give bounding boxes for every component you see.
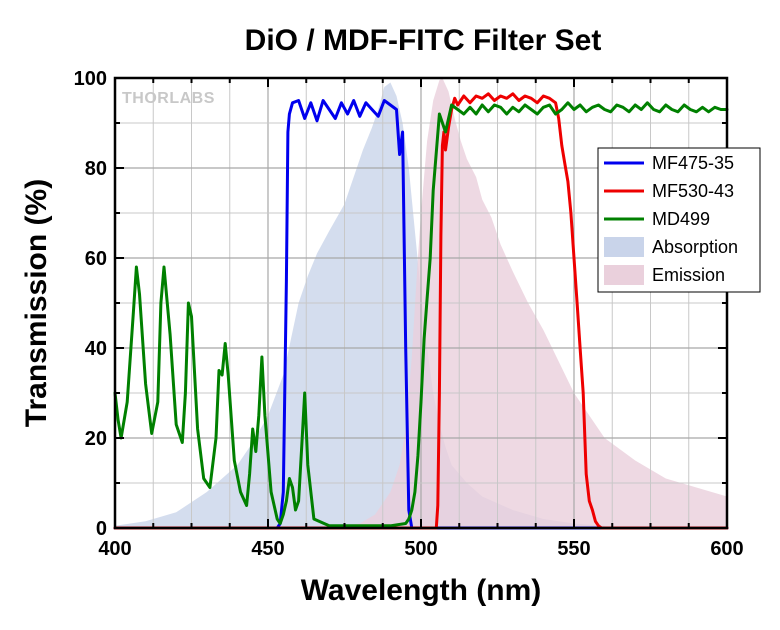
x-tick-label: 400 [98,538,131,560]
y-tick-labels: 0 20 40 60 80 100 [74,68,107,540]
legend-label-mf530-43: MF530-43 [652,181,734,201]
chart-title: DiO / MDF-FITC Filter Set [245,24,602,57]
y-tick-label: 0 [96,518,107,540]
legend-swatch-emission [604,265,644,285]
y-tick-label: 60 [85,248,107,270]
y-tick-label: 40 [85,338,107,360]
absorption-area [115,82,605,528]
x-tick-label: 600 [710,538,743,560]
x-tick-label: 550 [557,538,590,560]
x-tick-labels: 400 450 500 550 600 [98,538,743,560]
y-axis-label: Transmission (%) [20,179,53,427]
md499-line [113,101,729,528]
legend-label-absorption: Absorption [652,237,738,257]
legend-swatch-absorption [604,237,644,257]
legend: MF475-35 MF530-43 MD499 Absorption Emission [597,147,761,293]
x-tick-label: 500 [404,538,437,560]
line-layer [113,92,729,530]
y-tick-label: 100 [74,68,107,90]
grid-lines [115,78,727,528]
legend-label-mf475-35: MF475-35 [652,153,734,173]
y-tick-label: 20 [85,428,107,450]
plot-area: THORLABS [113,76,729,530]
x-axis-label: Wavelength (nm) [301,574,542,607]
y-tick-label: 80 [85,158,107,180]
thorlabs-watermark: THORLABS [122,90,215,107]
mf530-43-line [113,92,729,530]
legend-label-md499: MD499 [652,209,710,229]
legend-label-emission: Emission [652,265,725,285]
mf475-35-line [113,99,729,530]
x-tick-label: 450 [251,538,284,560]
